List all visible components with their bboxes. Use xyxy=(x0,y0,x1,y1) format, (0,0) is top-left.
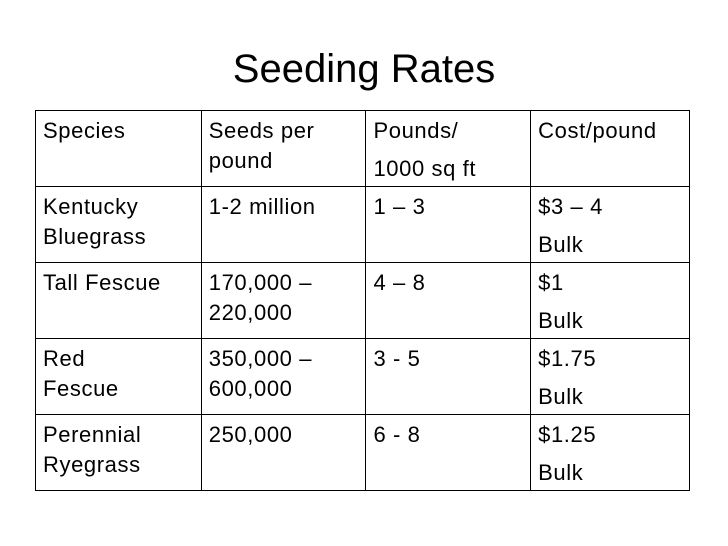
cell-text-line: 6 - 8 xyxy=(373,422,421,447)
cell-text-line: Perennial xyxy=(43,422,142,447)
table-cell: Tall Fescue xyxy=(35,262,202,339)
table-cell: $3 – 4 Bulk xyxy=(530,186,690,263)
table-header-cell: Cost/pound xyxy=(530,110,690,187)
cell-text-line: $1.75 xyxy=(538,346,597,371)
cell-text-line: 220,000 xyxy=(208,300,293,325)
table-cell: 6 - 8 xyxy=(365,414,532,491)
cell-text-line: Tall Fescue xyxy=(43,270,161,295)
cell-text-line: Kentucky xyxy=(43,194,139,219)
table-header-cell: Seeds per pound xyxy=(200,110,367,187)
table-cell: 3 - 5 xyxy=(365,338,532,415)
cell-text-line: Pounds/ xyxy=(373,118,459,143)
cell-text-line: $1 xyxy=(538,270,564,295)
cell-text-line: Bulk xyxy=(538,460,584,485)
cell-text-line: 1 – 3 xyxy=(373,194,426,219)
cell-text-line: Red xyxy=(43,346,86,371)
cell-text-line: Bulk xyxy=(538,232,584,257)
cell-text-line: Bluegrass xyxy=(43,224,147,249)
cell-text-line: $1.25 xyxy=(538,422,597,447)
seeding-rates-table: Species Seeds per pound Pounds/1000 sq ft Co… xyxy=(35,110,690,491)
cell-text-line: 1-2 million xyxy=(208,194,316,219)
table-row: Perennial Ryegrass 250,000 6 - 8 $1.25 Bulk xyxy=(35,414,690,491)
table-cell: 1-2 million xyxy=(200,186,367,263)
table-cell: 250,000 xyxy=(200,414,367,491)
table-row: Kentucky Bluegrass 1-2 million 1 – 3 $3 – 4 B… xyxy=(35,186,690,263)
cell-text-line: pound xyxy=(208,148,273,173)
table-cell: Red Fescue xyxy=(35,338,202,415)
table-cell: $1 Bulk xyxy=(530,262,690,339)
cell-text-line: 3 - 5 xyxy=(373,346,421,371)
cell-text-line: Cost/pound xyxy=(538,118,657,143)
cell-text-line: Bulk xyxy=(538,308,584,333)
table-row: Red Fescue 350,000 – 600,000 3 - 5 $1.75 Bulk xyxy=(35,338,690,415)
cell-text-line: 1000 sq ft xyxy=(373,156,477,181)
cell-text-line: 170,000 – xyxy=(208,270,313,295)
slide-title: Seeding Rates xyxy=(232,47,496,91)
cell-text-line: $3 – 4 xyxy=(538,194,603,219)
table-cell: $1.75 Bulk xyxy=(530,338,690,415)
cell-text-line: 4 – 8 xyxy=(373,270,426,295)
cell-text-line: Species xyxy=(43,118,126,143)
cell-text-line: Seeds per xyxy=(208,118,315,143)
table-cell: $1.25 Bulk xyxy=(530,414,690,491)
table-header-cell: Pounds/1000 sq ft xyxy=(365,110,532,187)
cell-text-line: 250,000 xyxy=(208,422,293,447)
table-cell: 170,000 – 220,000 xyxy=(200,262,367,339)
table-cell: Kentucky Bluegrass xyxy=(35,186,202,263)
table-row: Tall Fescue 170,000 – 220,000 4 – 8 $1 Bulk xyxy=(35,262,690,339)
cell-text-line: Ryegrass xyxy=(43,452,141,477)
cell-text-line: Fescue xyxy=(43,376,119,401)
table-cell: 4 – 8 xyxy=(365,262,532,339)
table-cell: 350,000 – 600,000 xyxy=(200,338,367,415)
cell-text-line: 350,000 – xyxy=(208,346,313,371)
table-cell: 1 – 3 xyxy=(365,186,532,263)
table-header-cell: Species xyxy=(35,110,202,187)
cell-text-line: 600,000 xyxy=(208,376,293,401)
table-cell: Perennial Ryegrass xyxy=(35,414,202,491)
table-header-row: Species Seeds per pound Pounds/1000 sq ft Co… xyxy=(35,110,690,187)
cell-text-line: Bulk xyxy=(538,384,584,409)
